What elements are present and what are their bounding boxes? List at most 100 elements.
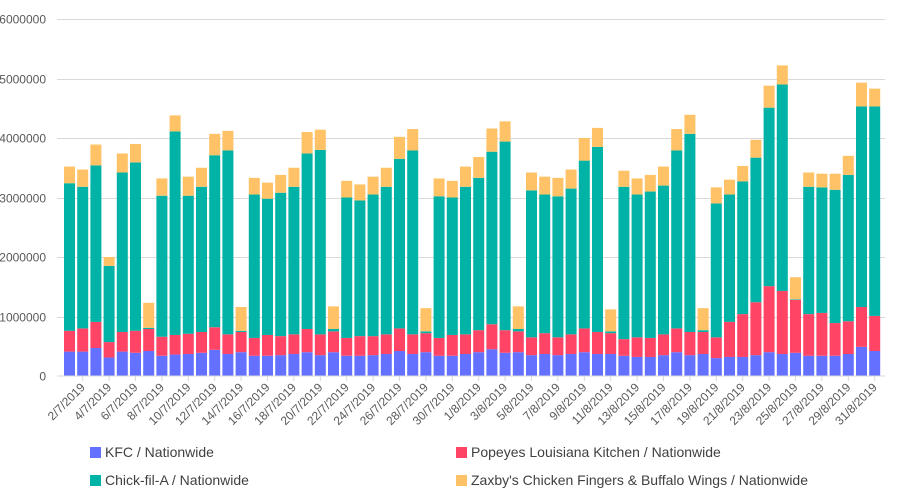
bar-segment-popeyes	[473, 330, 485, 353]
bar-segment-zaxbys	[631, 178, 643, 195]
bar-segment-zaxbys	[592, 127, 603, 147]
bar-segment-kfc	[169, 354, 181, 376]
bar-segment-chick-fil-a	[209, 155, 221, 328]
bar-segment-zaxbys	[869, 88, 881, 107]
bar-segment-kfc	[196, 352, 207, 376]
bar-segment-popeyes	[486, 324, 498, 350]
bar-segment-chick-fil-a	[328, 329, 339, 332]
bar-segment-zaxbys	[486, 128, 498, 152]
legend-label-kfc: KFC / Nationwide	[105, 444, 214, 460]
bar-segment-kfc	[288, 353, 300, 376]
bar-segment-chick-fil-a	[618, 186, 630, 340]
bar-segment-chick-fil-a	[77, 186, 89, 329]
legend-label-popeyes: Popeyes Louisiana Kitchen / Nationwide	[471, 444, 721, 460]
bar-segment-popeyes	[380, 334, 392, 354]
bar-segment-zaxbys	[803, 172, 815, 187]
bar-segment-chick-fil-a	[631, 194, 643, 338]
legend-label-zaxbys: Zaxby's Chicken Fingers & Buffalo Wings …	[471, 472, 809, 488]
bar-segment-popeyes	[526, 337, 537, 356]
bar-stack	[539, 176, 551, 376]
bar-segment-zaxbys	[222, 130, 234, 151]
bar-stack	[407, 129, 419, 376]
bar-segment-zaxbys	[842, 155, 854, 175]
bar-segment-popeyes	[803, 314, 815, 356]
bar-segment-popeyes	[460, 334, 471, 354]
legend-item-zaxbys[interactable]: Zaxby's Chicken Fingers & Buffalo Wings …	[456, 472, 808, 488]
bar-segment-chick-fil-a	[697, 330, 709, 332]
bar-segment-zaxbys	[565, 169, 577, 189]
bar-segment-chick-fil-a	[592, 146, 603, 332]
bar-segment-kfc	[209, 349, 221, 376]
bar-segment-kfc	[103, 357, 115, 376]
bar-segment-chick-fil-a	[842, 174, 854, 322]
bar-stack	[526, 172, 537, 376]
bar-segment-zaxbys	[658, 166, 669, 186]
bar-segment-popeyes	[499, 330, 511, 353]
bar-segment-popeyes	[512, 331, 524, 353]
bar-segment-chick-fil-a	[446, 197, 458, 335]
bar-segment-chick-fil-a	[103, 265, 115, 343]
legend-item-popeyes[interactable]: Popeyes Louisiana Kitchen / Nationwide	[456, 444, 721, 460]
bar-segment-chick-fil-a	[499, 141, 511, 331]
bar-segment-kfc	[552, 355, 564, 376]
bar-stack	[103, 257, 115, 376]
bar-stack	[618, 170, 630, 376]
bar-segment-chick-fil-a	[288, 186, 300, 335]
bar-segment-chick-fil-a	[143, 327, 155, 329]
bar-stack	[499, 121, 511, 376]
bar-segment-kfc	[526, 355, 537, 376]
bar-segment-kfc	[143, 351, 155, 376]
bar-segment-chick-fil-a	[671, 150, 683, 329]
bar-segment-zaxbys	[856, 82, 867, 107]
bar-segment-chick-fil-a	[644, 191, 656, 338]
bar-stack	[130, 143, 141, 376]
bar-segment-popeyes	[776, 290, 788, 354]
bar-segment-kfc	[697, 353, 709, 376]
bar-segment-kfc	[578, 352, 590, 376]
bar-segment-popeyes	[671, 328, 683, 353]
bar-segment-zaxbys	[433, 178, 445, 197]
legend-item-kfc[interactable]: KFC / Nationwide	[90, 444, 214, 460]
bar-segment-popeyes	[420, 333, 432, 353]
bar-stack	[460, 166, 471, 376]
bar-stack	[169, 115, 181, 376]
bar-stack	[644, 174, 656, 376]
bar-segment-zaxbys	[697, 308, 709, 331]
bar-segment-chick-fil-a	[262, 198, 273, 335]
bar-stack	[182, 176, 194, 376]
bar-segment-kfc	[262, 355, 273, 376]
bar-segment-popeyes	[618, 339, 630, 356]
bar-segment-kfc	[420, 352, 432, 376]
bar-segment-popeyes	[314, 334, 326, 356]
bar-segment-kfc	[235, 352, 247, 376]
bar-segment-chick-fil-a	[407, 150, 419, 335]
bar-segment-popeyes	[724, 321, 735, 357]
bar-stack	[816, 173, 828, 376]
bar-segment-zaxbys	[182, 176, 194, 196]
bar-segment-kfc	[512, 352, 524, 376]
bar-segment-kfc	[130, 352, 141, 376]
bar-segment-zaxbys	[209, 133, 221, 156]
bar-segment-kfc	[275, 355, 287, 376]
bar-stack	[605, 309, 617, 376]
bar-segment-chick-fil-a	[684, 133, 696, 332]
bar-segment-zaxbys	[248, 177, 260, 195]
bar-segment-popeyes	[407, 334, 419, 354]
bar-segment-zaxbys	[763, 85, 775, 108]
bar-segment-zaxbys	[354, 184, 366, 201]
bar-stack	[288, 167, 300, 376]
bar-segment-kfc	[605, 353, 617, 376]
legend-swatch-kfc	[90, 446, 101, 458]
bar-segment-chick-fil-a	[196, 186, 207, 332]
legend-item-chick-fil-a[interactable]: Chick-fil-A / Nationwide	[90, 472, 249, 488]
bar-segment-popeyes	[842, 321, 854, 354]
bar-segment-kfc	[776, 353, 788, 376]
y-tick-label: 0	[39, 370, 46, 384]
bar-segment-popeyes	[763, 286, 775, 353]
bar-stack	[790, 277, 801, 376]
bar-segment-kfc	[658, 355, 669, 376]
bar-segment-chick-fil-a	[763, 107, 775, 287]
bar-segment-zaxbys	[776, 65, 788, 85]
bar-segment-popeyes	[684, 331, 696, 356]
bar-stack	[856, 82, 867, 376]
